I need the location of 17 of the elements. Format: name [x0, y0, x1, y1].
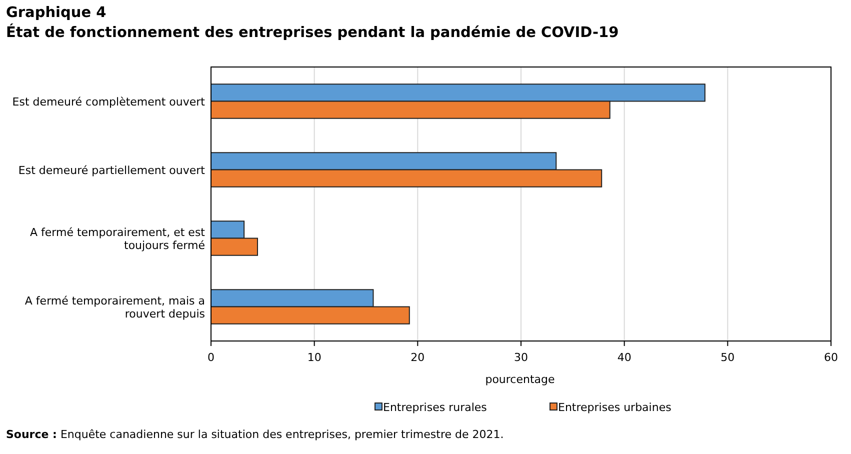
x-tick-label: 30	[514, 351, 528, 364]
chart-subtitle: État de fonctionnement des entreprises pendant la pandémie de COVID-19	[6, 23, 619, 41]
y-tick-label: A fermé temporairement, mais a rouvert depuis	[24, 294, 206, 320]
source-note: Source : Enquête canadienne sur la situation des entreprises, premier trimestre de 2021.	[6, 428, 504, 441]
x-tick-label: 60	[824, 351, 838, 364]
x-tick-label: 40	[617, 351, 632, 364]
text: Graphique 4	[6, 5, 106, 21]
x-axis-title: pourcentage	[485, 373, 556, 386]
legend-label: Entreprises rurales	[383, 401, 488, 414]
x-tick-label: 10	[307, 351, 322, 364]
y-tick-label: A fermé temporairement, et est toujours fermé	[30, 226, 206, 252]
y-tick-label: Est demeuré complètement ouvert	[12, 95, 206, 108]
x-tick-label: 20	[410, 351, 425, 364]
legend-label: Entreprises urbaines	[558, 401, 672, 414]
x-tick-label: 50	[720, 351, 735, 364]
y-tick-label: Est demeuré partiellement ouvert	[18, 164, 206, 177]
x-tick-label: 0	[208, 351, 214, 364]
